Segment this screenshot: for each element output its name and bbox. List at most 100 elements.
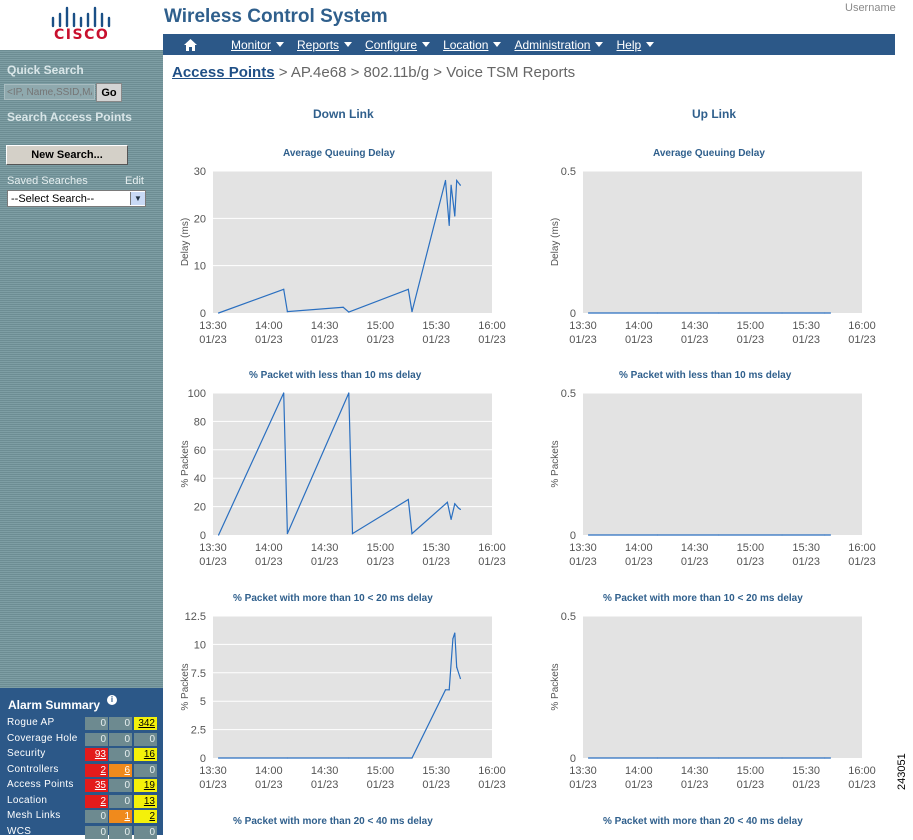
x-tick-date-label: 01/23 (478, 334, 506, 346)
alarm-count-critical[interactable]: 2 (85, 763, 108, 777)
data-point (459, 508, 461, 511)
new-search-button[interactable]: New Search... (6, 145, 128, 165)
data-point (587, 534, 590, 536)
x-tick-date-label: 01/23 (199, 779, 227, 791)
y-axis-label: % Packets (550, 663, 561, 710)
x-tick-label: 13:30 (199, 542, 227, 554)
alarm-row[interactable]: Security 93 0 16 (0, 747, 163, 762)
nav-reports[interactable]: Reports (297, 38, 353, 52)
x-tick-label: 14:00 (255, 320, 283, 332)
x-tick-date-label: 01/23 (681, 779, 709, 791)
x-tick-label: 15:30 (422, 765, 450, 777)
chevron-down-icon: ▼ (130, 192, 145, 205)
data-point (456, 179, 458, 182)
alarm-count-minor[interactable]: 2 (134, 810, 157, 823)
x-tick-date-label: 01/23 (681, 334, 709, 346)
x-tick-label: 16:00 (848, 320, 876, 332)
alarm-row[interactable]: Coverage Hole 0 0 0 (0, 732, 163, 747)
data-point (718, 534, 720, 536)
data-point (824, 312, 826, 314)
x-tick-date-label: 01/23 (422, 334, 450, 346)
quick-search-input[interactable] (4, 84, 95, 100)
data-point (829, 312, 831, 314)
data-point (450, 518, 452, 520)
alarm-count-major[interactable]: 1 (109, 810, 132, 823)
data-point (656, 757, 658, 759)
down-link-heading: Down Link (313, 107, 374, 121)
x-tick-label: 13:30 (199, 765, 227, 777)
plot-area (583, 393, 862, 535)
x-tick-date-label: 01/23 (625, 334, 653, 346)
alarm-count-minor: 0 (134, 825, 157, 839)
x-tick-label: 15:00 (737, 542, 765, 554)
x-tick-label: 14:00 (625, 320, 653, 332)
nav-monitor-label: Monitor (231, 37, 272, 52)
data-point (457, 507, 460, 509)
y-tick-label: 0.5 (561, 388, 576, 400)
alarm-count-major[interactable]: 6 (109, 763, 132, 777)
data-point (781, 312, 783, 314)
data-point (448, 689, 450, 691)
chevron-down-icon (422, 42, 431, 47)
chevron-down-icon (646, 42, 655, 47)
alarm-row-label: Rogue AP (7, 717, 55, 728)
home-button[interactable] (163, 34, 218, 55)
edit-saved-searches-link[interactable]: Edit (125, 175, 144, 187)
alarm-count-critical[interactable]: 35 (85, 779, 108, 792)
data-point (718, 312, 720, 314)
line-chart: 0 0.5 13:30 01/23 14:00 01/23 14:30 01/23 15:00 0… (550, 166, 876, 346)
alarm-row[interactable]: Controllers 2 6 0 (0, 763, 163, 778)
home-icon (184, 38, 197, 51)
alarm-count-minor[interactable]: 19 (134, 779, 157, 792)
go-button[interactable]: Go (96, 83, 122, 102)
data-point (459, 184, 461, 186)
nav-configure[interactable]: Configure (365, 38, 431, 52)
alarm-count-critical: 0 (85, 732, 108, 746)
data-point (286, 757, 288, 759)
y-tick-label: 5 (200, 696, 206, 708)
nav-location[interactable]: Location (443, 38, 502, 52)
x-tick-label: 14:00 (255, 765, 283, 777)
x-tick-label: 16:00 (478, 320, 506, 332)
alarm-row[interactable]: Location 2 0 13 (0, 794, 163, 809)
y-tick-label: 2.5 (191, 725, 206, 737)
alarm-row[interactable]: Rogue AP 0 0 342 (0, 716, 163, 731)
alarm-row-label: Location (7, 794, 48, 806)
plot-area (213, 171, 492, 313)
x-tick-date-label: 01/23 (848, 334, 876, 346)
username-label[interactable]: Username (845, 2, 896, 14)
breadcrumb-access-points-link[interactable]: Access Points (172, 64, 275, 81)
alarm-row[interactable]: Access Points 35 0 19 (0, 778, 163, 793)
alarm-row[interactable]: WCS 0 0 0 (0, 825, 163, 840)
nav-help[interactable]: Help (616, 38, 655, 52)
nav-administration[interactable]: Administration (514, 38, 604, 52)
x-tick-label: 13:30 (569, 320, 597, 332)
data-point (656, 534, 658, 536)
x-tick-date-label: 01/23 (737, 556, 765, 568)
saved-search-select[interactable]: --Select Search-- ▼ (7, 190, 146, 207)
data-point (342, 306, 344, 308)
alarm-count-critical[interactable]: 2 (85, 794, 108, 808)
x-tick-date-label: 01/23 (199, 334, 227, 346)
alarm-count-minor[interactable]: 16 (134, 748, 157, 761)
y-tick-label: 0 (570, 753, 576, 765)
chevron-down-icon (276, 42, 285, 47)
alarm-row[interactable]: Mesh Links 0 1 2 (0, 809, 163, 824)
alarm-count-major: 0 (109, 794, 132, 808)
alarm-count-minor[interactable]: 13 (134, 794, 157, 808)
nav-monitor[interactable]: Monitor (231, 37, 285, 52)
info-icon[interactable]: i (107, 695, 117, 705)
cisco-logo-text: CISCO (54, 27, 110, 43)
x-tick-date-label: 01/23 (199, 556, 227, 568)
chart-title-uplink-10-20: % Packet with more than 10 < 20 ms delay (603, 593, 803, 604)
y-axis-label: Delay (ms) (550, 218, 561, 266)
breadcrumb-path: > AP.4e68 > 802.11b/g > Voice TSM Report… (274, 64, 576, 81)
y-tick-label: 80 (194, 416, 206, 428)
data-point (217, 312, 220, 314)
alarm-count-critical[interactable]: 93 (85, 748, 108, 761)
x-tick-date-label: 01/23 (478, 779, 506, 791)
x-tick-label: 15:30 (422, 542, 450, 554)
alarm-count-minor[interactable]: 342 (134, 717, 157, 730)
y-tick-label: 10 (194, 261, 206, 273)
data-point (407, 498, 409, 501)
